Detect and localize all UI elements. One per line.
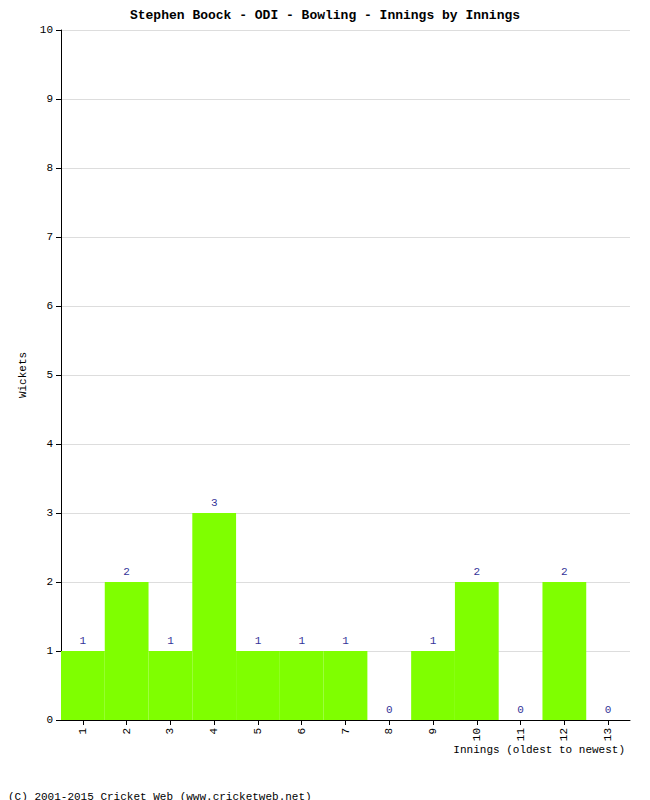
svg-text:3: 3 xyxy=(164,728,176,735)
svg-text:8: 8 xyxy=(383,728,395,735)
svg-text:1: 1 xyxy=(46,645,53,657)
svg-text:(C) 2001-2015 Cricket Web (www: (C) 2001-2015 Cricket Web (www.cricketwe… xyxy=(8,791,312,800)
svg-text:4: 4 xyxy=(208,728,220,735)
svg-text:9: 9 xyxy=(46,93,53,105)
svg-text:1: 1 xyxy=(255,635,262,647)
svg-text:3: 3 xyxy=(46,507,53,519)
svg-text:7: 7 xyxy=(46,231,53,243)
svg-text:0: 0 xyxy=(386,704,393,716)
svg-text:2: 2 xyxy=(474,566,481,578)
svg-text:5: 5 xyxy=(46,369,53,381)
svg-text:0: 0 xyxy=(605,704,612,716)
svg-text:2: 2 xyxy=(123,566,130,578)
svg-text:6: 6 xyxy=(46,300,53,312)
svg-text:12: 12 xyxy=(558,728,570,741)
svg-text:1: 1 xyxy=(167,635,174,647)
svg-text:1: 1 xyxy=(430,635,437,647)
svg-text:Wickets: Wickets xyxy=(17,352,29,398)
svg-text:3: 3 xyxy=(211,497,218,509)
svg-text:2: 2 xyxy=(121,728,133,735)
svg-text:10: 10 xyxy=(471,728,483,741)
svg-text:0: 0 xyxy=(517,704,524,716)
svg-text:7: 7 xyxy=(340,728,352,735)
svg-text:5: 5 xyxy=(252,728,264,735)
svg-text:8: 8 xyxy=(46,162,53,174)
svg-text:1: 1 xyxy=(342,635,349,647)
svg-text:11: 11 xyxy=(515,728,527,742)
svg-text:1: 1 xyxy=(298,635,305,647)
svg-text:1: 1 xyxy=(80,635,87,647)
svg-text:6: 6 xyxy=(296,728,308,735)
svg-text:13: 13 xyxy=(602,728,614,741)
svg-text:Innings (oldest to newest): Innings (oldest to newest) xyxy=(453,744,625,756)
svg-text:9: 9 xyxy=(427,728,439,735)
svg-text:10: 10 xyxy=(40,24,53,36)
svg-text:2: 2 xyxy=(561,566,568,578)
svg-text:1: 1 xyxy=(77,728,89,735)
svg-text:0: 0 xyxy=(46,714,53,726)
svg-text:Stephen Boock - ODI - Bowling: Stephen Boock - ODI - Bowling - Innings … xyxy=(130,8,520,23)
svg-text:4: 4 xyxy=(46,438,53,450)
svg-text:2: 2 xyxy=(46,576,53,588)
